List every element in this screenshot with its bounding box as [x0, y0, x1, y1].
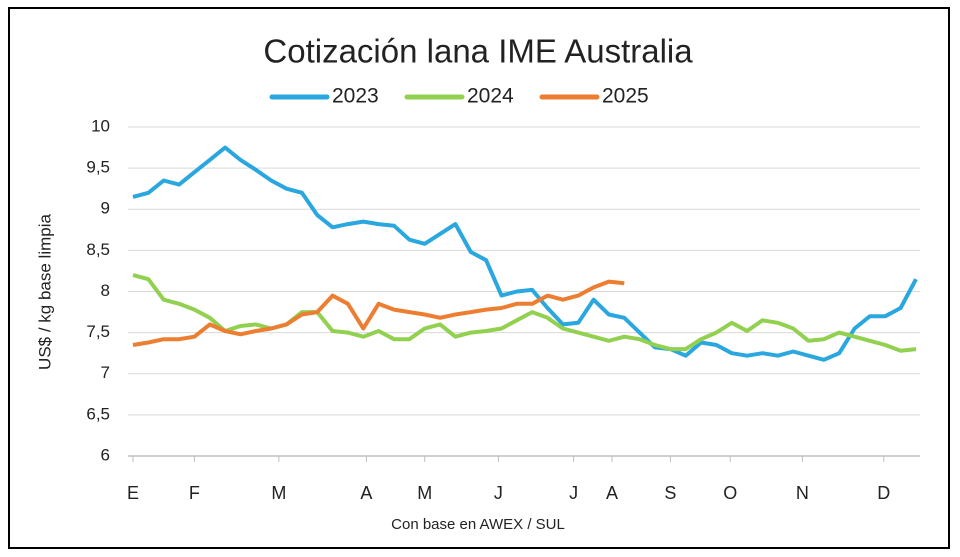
x-tick-label: N — [796, 483, 809, 503]
y-tick-label: 6,5 — [86, 404, 110, 423]
x-tick-label: M — [271, 483, 286, 503]
x-tick-label: F — [189, 483, 200, 503]
x-tick-label: E — [127, 483, 139, 503]
y-tick-label: 8,5 — [86, 240, 110, 259]
x-tick-label: O — [723, 483, 737, 503]
y-tick-label: 9 — [101, 199, 110, 218]
y-tick-label: 8 — [101, 281, 110, 300]
legend-label: 2024 — [467, 85, 514, 108]
x-axis-label: Con base en AWEX / SUL — [391, 516, 565, 533]
x-tick-label: M — [417, 483, 432, 503]
x-tick-label: S — [664, 483, 676, 503]
x-tick-label: J — [494, 483, 503, 503]
legend-label: 2025 — [602, 85, 649, 108]
x-tick-label: D — [877, 483, 890, 503]
y-tick-label: 10 — [91, 116, 110, 135]
x-tick-label: A — [360, 483, 372, 503]
y-axis-label: US$ / kg base limpia — [35, 214, 54, 370]
y-tick-label: 6 — [101, 445, 110, 464]
x-tick-label: A — [606, 483, 618, 503]
line-2024 — [132, 273, 917, 353]
y-tick-label: 7,5 — [86, 322, 110, 341]
chart-title: Cotización lana IME Australia — [263, 33, 693, 70]
y-tick-label: 7 — [101, 363, 110, 382]
x-tick-label: J — [569, 483, 578, 503]
line-2023 — [132, 145, 918, 362]
legend-label: 2023 — [332, 85, 379, 108]
frame — [8, 7, 950, 549]
line-2025 — [132, 279, 625, 347]
y-tick-label: 9,5 — [86, 158, 110, 177]
